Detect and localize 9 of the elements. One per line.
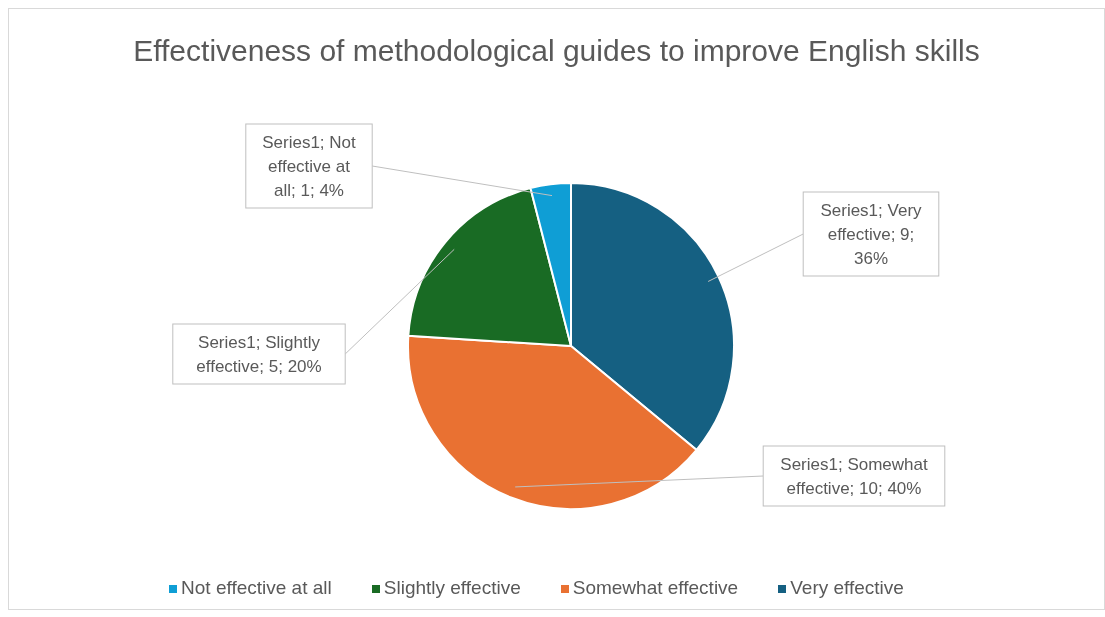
- data-label: Series1; Very effective; 9; 36%: [820, 201, 923, 268]
- legend-label: Slightly effective: [383, 577, 521, 598]
- data-label: Series1; Slightly effective; 5; 20%: [196, 333, 322, 376]
- legend-label: Very effective: [790, 577, 904, 598]
- legend-label: Not effective at all: [181, 577, 332, 598]
- legend-label: Somewhat effective: [572, 577, 739, 598]
- data-label: Series1; Not effective at all; 1; 4%: [262, 133, 357, 200]
- data-label: Series1; Somewhat effective; 10; 40%: [780, 455, 928, 498]
- chart-title: Effectiveness of methodological guides to improve English skills: [132, 33, 981, 69]
